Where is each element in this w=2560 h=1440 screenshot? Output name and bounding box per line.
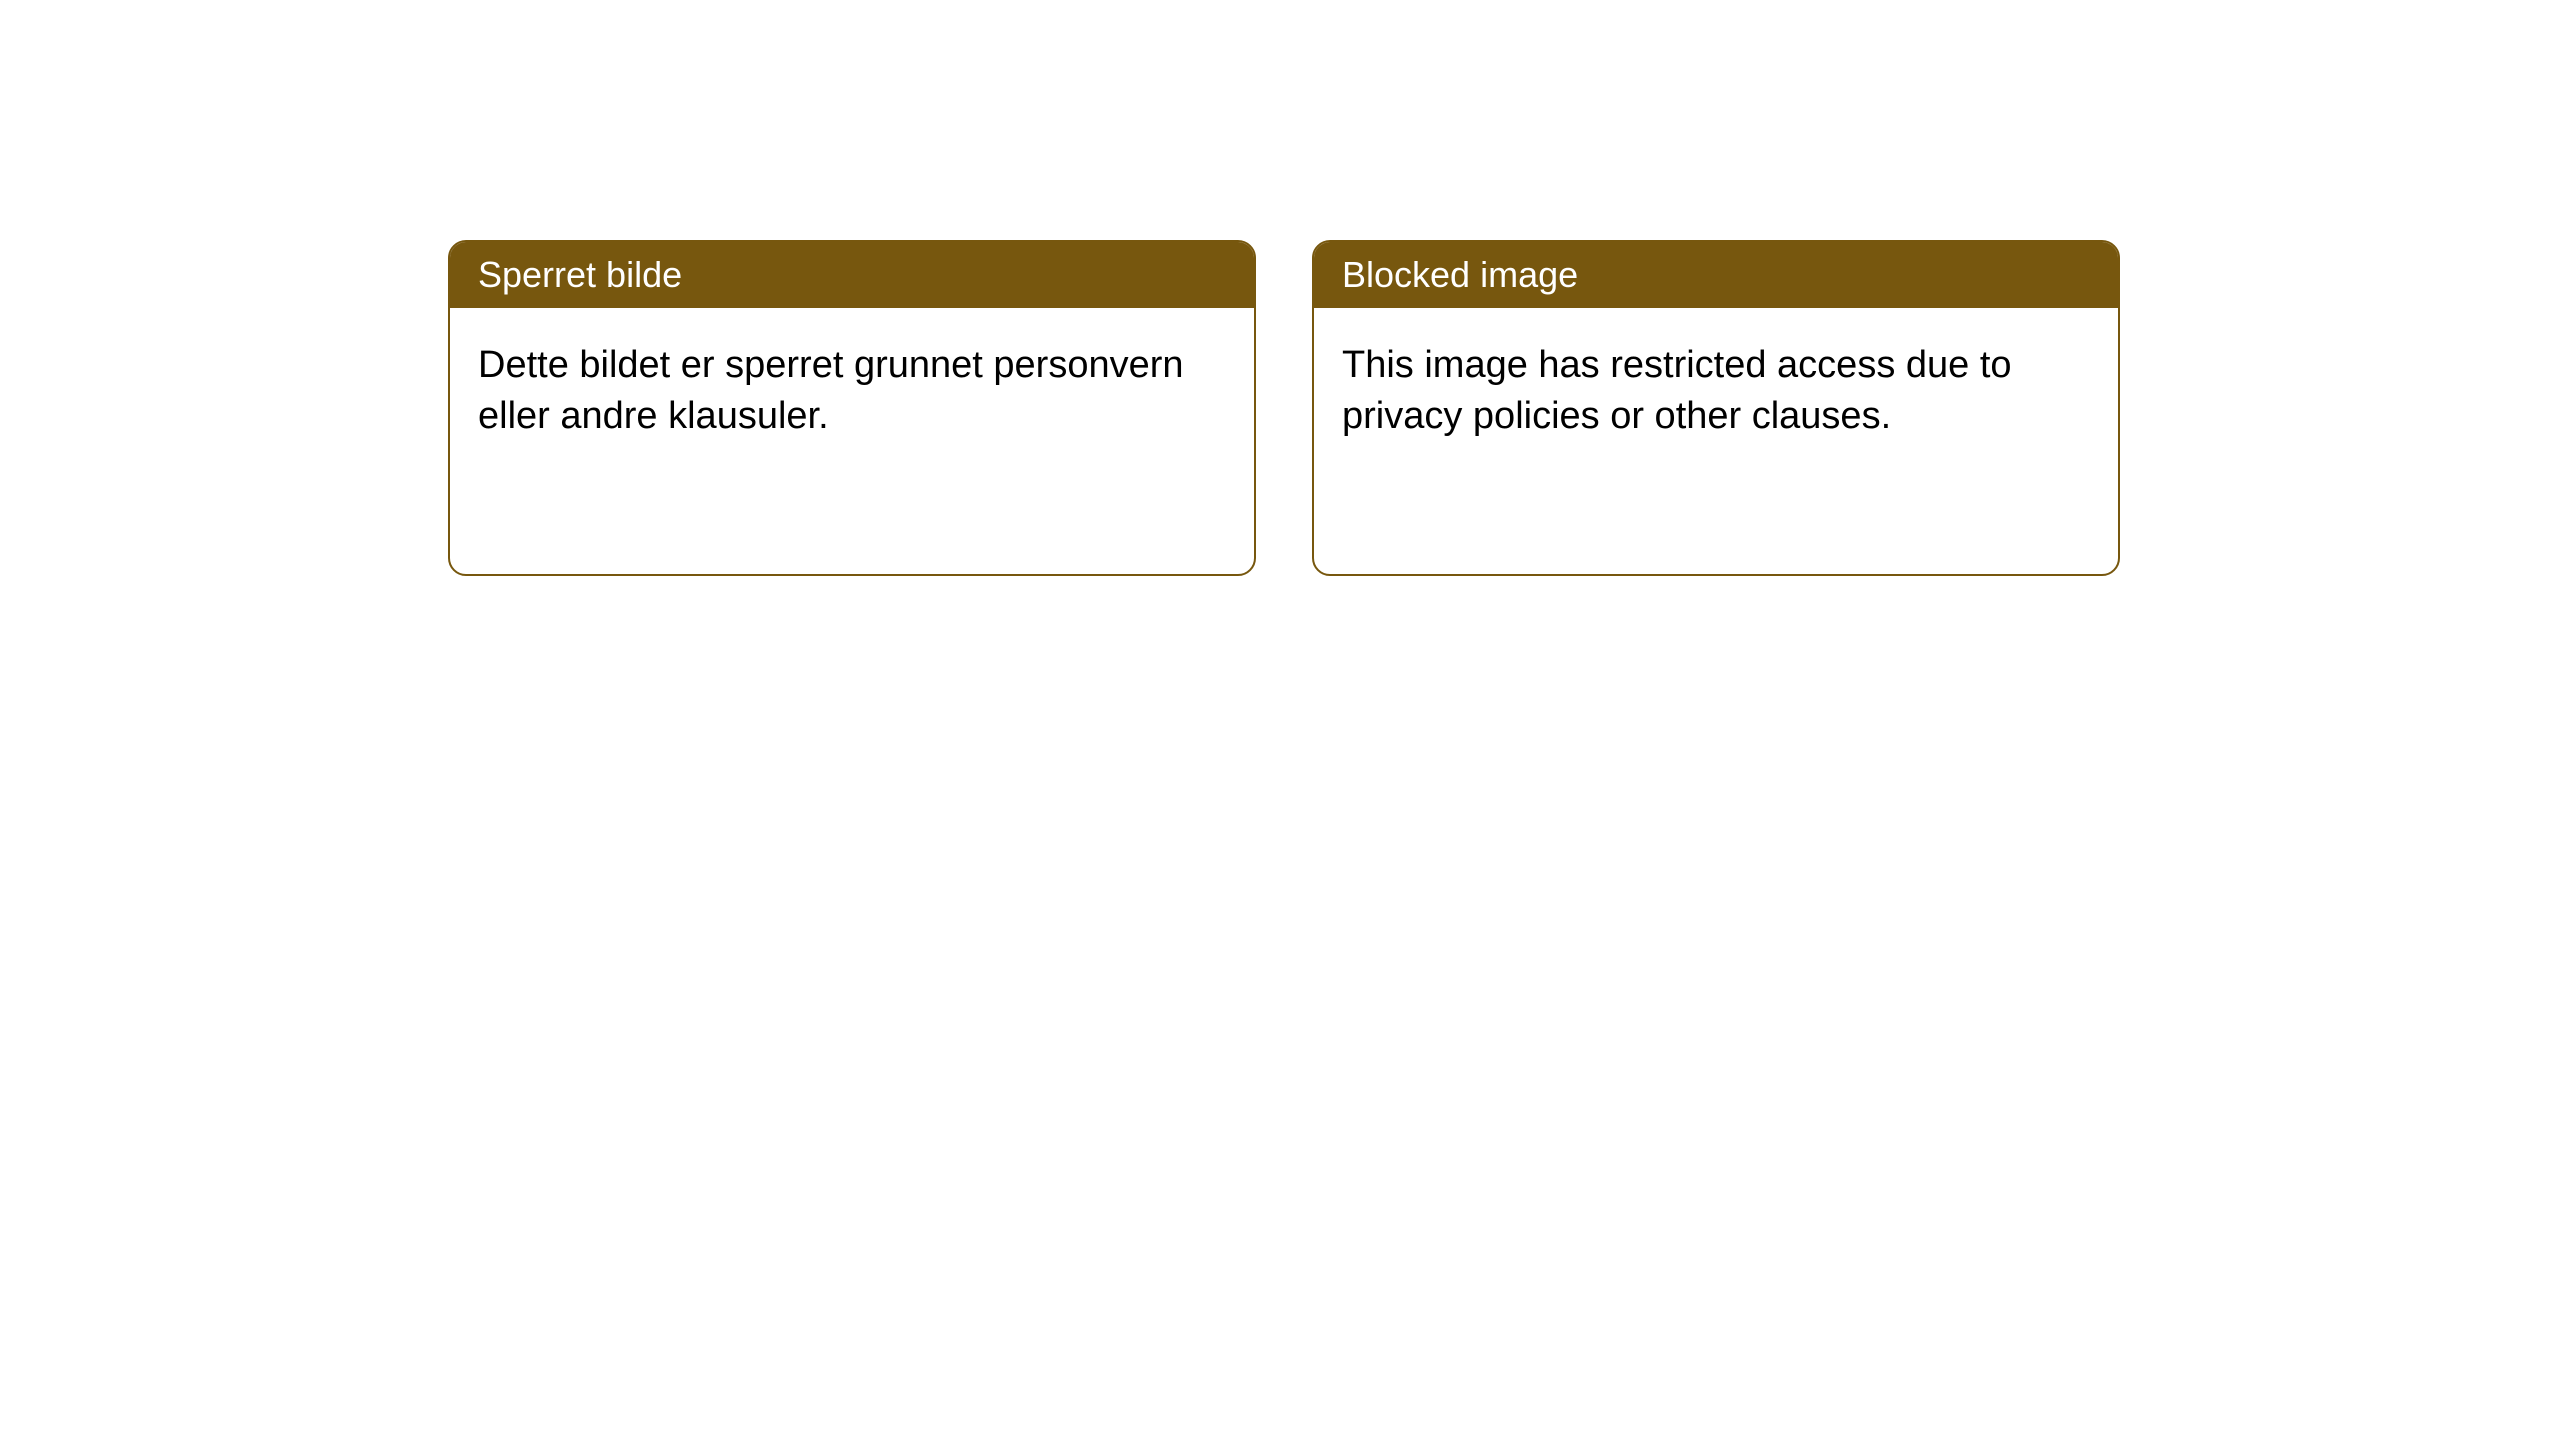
notice-container: Sperret bilde Dette bildet er sperret gr… (0, 0, 2560, 576)
card-body-text: This image has restricted access due to … (1342, 344, 2012, 437)
blocked-image-card-en: Blocked image This image has restricted … (1312, 240, 2120, 576)
card-header: Blocked image (1314, 242, 2118, 308)
card-title: Sperret bilde (478, 254, 682, 295)
blocked-image-card-no: Sperret bilde Dette bildet er sperret gr… (448, 240, 1256, 576)
card-body-text: Dette bildet er sperret grunnet personve… (478, 344, 1184, 437)
card-body: This image has restricted access due to … (1314, 308, 2118, 475)
card-title: Blocked image (1342, 254, 1578, 295)
card-body: Dette bildet er sperret grunnet personve… (450, 308, 1254, 475)
card-header: Sperret bilde (450, 242, 1254, 308)
